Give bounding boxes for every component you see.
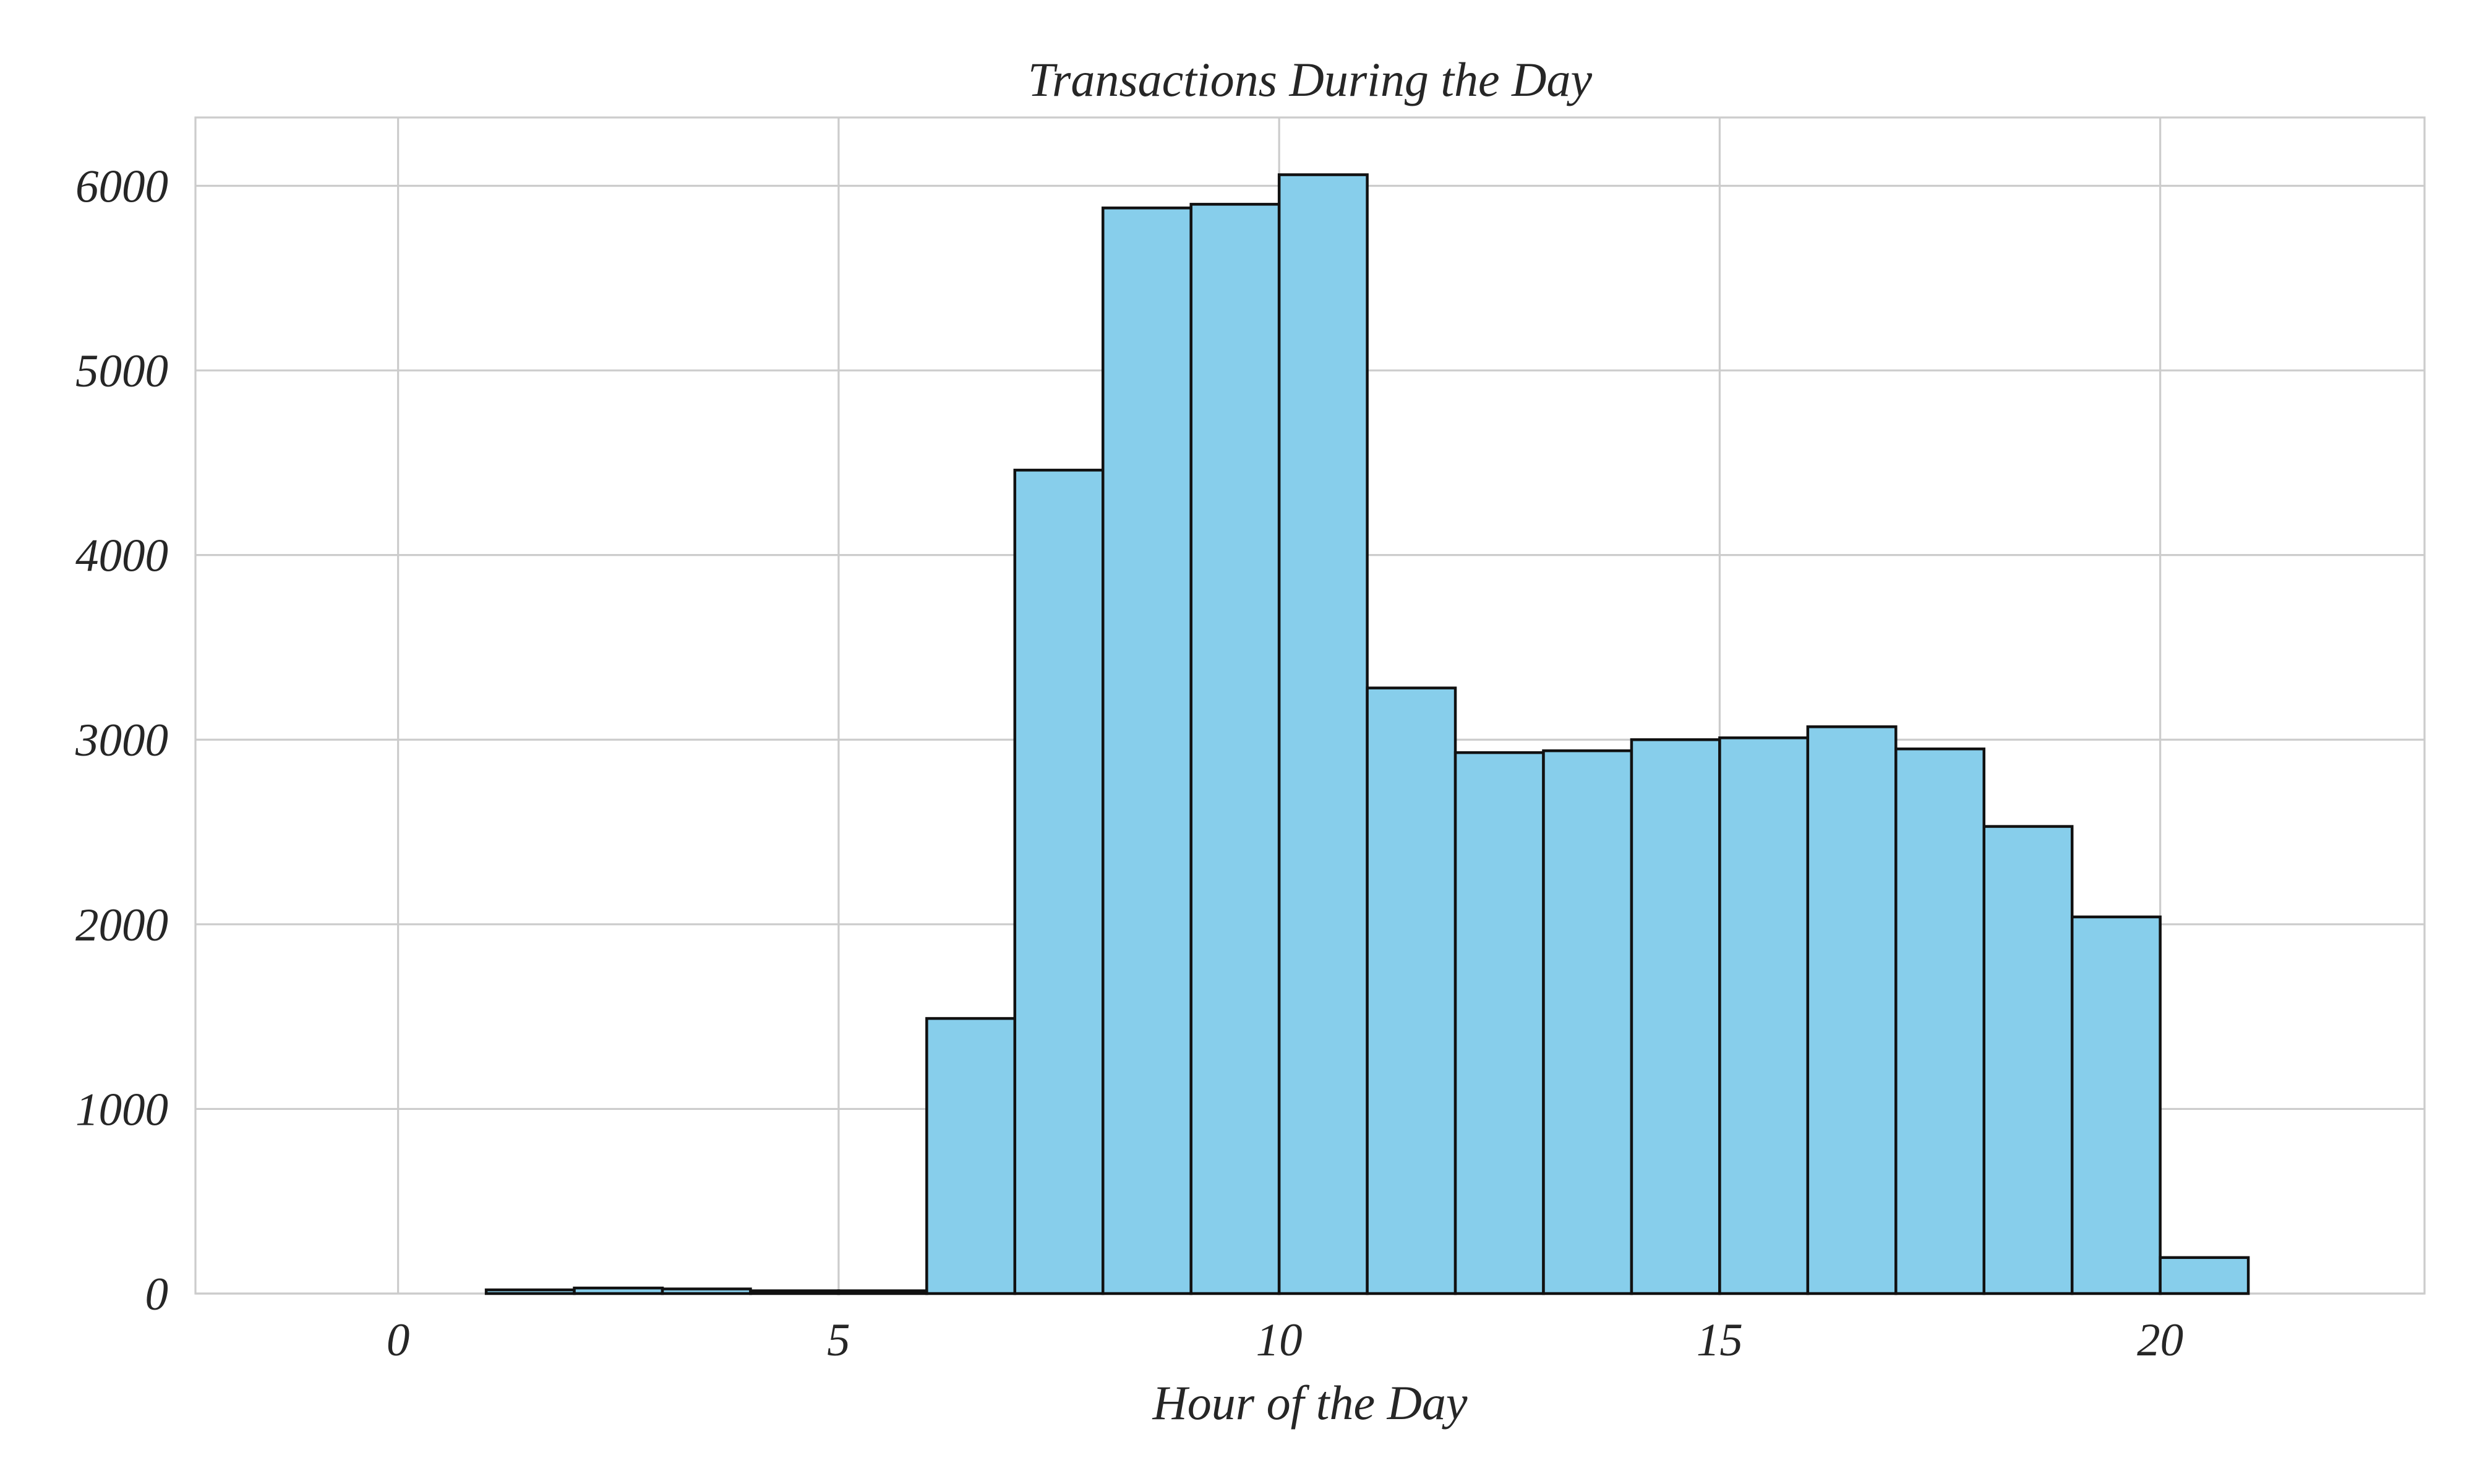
histogram-bar <box>1013 469 1105 1295</box>
y-tick-label: 0 <box>145 1269 169 1320</box>
histogram-bar <box>925 1017 1017 1295</box>
x-axis-ticks: 0 5 10 15 20 <box>387 1315 2183 1366</box>
histogram-bar <box>1101 207 1192 1295</box>
histogram-bar <box>749 1289 841 1295</box>
x-tick-label: 0 <box>387 1315 410 1366</box>
histogram-bar <box>1542 749 1633 1295</box>
y-tick-label: 2000 <box>75 900 168 951</box>
y-tick-label: 5000 <box>75 346 168 397</box>
histogram-bar <box>2070 915 2162 1295</box>
histogram-bar <box>1894 747 1985 1295</box>
x-axis-label: Hour of the Day <box>1152 1376 1467 1430</box>
histogram-bar <box>1366 686 1457 1295</box>
y-tick-label: 4000 <box>75 531 168 582</box>
histogram-bar <box>1718 736 1810 1295</box>
histogram-bar <box>1189 203 1281 1295</box>
histogram-bar <box>1277 173 1369 1295</box>
histogram-bar <box>1630 738 1721 1295</box>
histogram-bar <box>1806 725 1898 1295</box>
histogram-bar <box>1982 825 2074 1295</box>
histogram-bar <box>2159 1256 2250 1295</box>
x-tick-label: 5 <box>827 1315 850 1366</box>
histogram-bar <box>661 1287 752 1295</box>
y-tick-label: 6000 <box>75 161 168 212</box>
x-tick-label: 15 <box>1697 1315 1743 1366</box>
y-axis-ticks: 0 1000 2000 3000 4000 5000 6000 <box>75 161 168 1320</box>
chart-title: Transactions During the Day <box>1028 53 1593 106</box>
histogram-bar <box>484 1288 576 1295</box>
x-tick-label: 20 <box>2137 1315 2183 1366</box>
y-tick-label: 1000 <box>75 1084 168 1135</box>
y-tick-label: 3000 <box>75 715 168 766</box>
histogram-bar <box>1453 751 1545 1295</box>
histogram-bar <box>573 1286 664 1295</box>
x-tick-label: 10 <box>1256 1315 1303 1366</box>
histogram-bar <box>837 1289 928 1295</box>
bars <box>484 173 2250 1295</box>
